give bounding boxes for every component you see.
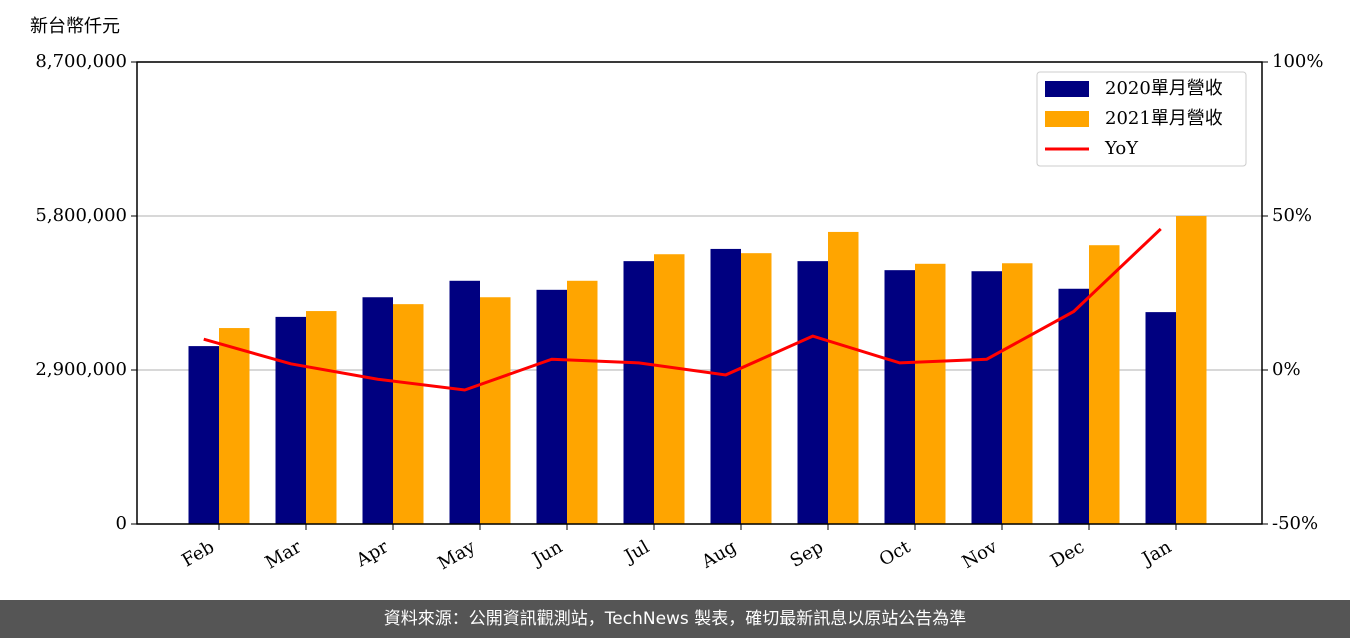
x-tick-label: Apr bbox=[352, 536, 392, 571]
bar bbox=[654, 254, 685, 524]
bar bbox=[1089, 245, 1120, 524]
chart: 新台幣仟元 0 2,900,000 5,800,000 8,700,000 -50% 0%… bbox=[30, 16, 1323, 574]
x-tick-label: Mar bbox=[262, 536, 306, 573]
line bbox=[203, 227, 1162, 392]
legend-label: 2021單月營收 bbox=[1105, 108, 1223, 129]
footer: 資料來源：公開資訊觀測站，TechNews 製表，確切最新訊息以原站公告為準 bbox=[0, 600, 1350, 638]
x-tick-label: May bbox=[434, 536, 479, 574]
bar bbox=[567, 280, 598, 524]
bar bbox=[915, 263, 946, 524]
y2-tick-label: 100% bbox=[1272, 51, 1323, 72]
x-tick-label: Aug bbox=[697, 536, 740, 573]
bar bbox=[971, 271, 1002, 524]
bar bbox=[393, 304, 424, 524]
plot-frame bbox=[136, 61, 1263, 525]
bar bbox=[1058, 288, 1089, 524]
bar bbox=[362, 297, 393, 524]
bar bbox=[623, 261, 654, 524]
y2-tick-label: -50% bbox=[1272, 513, 1318, 534]
legend-swatch bbox=[1045, 111, 1089, 127]
bar bbox=[797, 261, 828, 524]
legend-label: 2020單月營收 bbox=[1105, 78, 1223, 99]
x-tick-label: Jul bbox=[619, 536, 653, 568]
bar bbox=[275, 316, 306, 524]
bar bbox=[741, 253, 772, 524]
y-tick-label: 5,800,000 bbox=[35, 205, 127, 226]
x-tick-label: Sep bbox=[787, 536, 827, 571]
y-axis-label: 新台幣仟元 bbox=[30, 16, 120, 37]
legend-swatch bbox=[1045, 81, 1089, 97]
bar bbox=[480, 297, 511, 524]
y2-tick-label: 0% bbox=[1272, 359, 1301, 380]
x-tick-label: Dec bbox=[1047, 536, 1088, 572]
bar bbox=[710, 248, 741, 524]
x-tick-label: Jun bbox=[527, 536, 566, 571]
bar bbox=[449, 280, 480, 524]
bar bbox=[536, 289, 567, 524]
bar bbox=[1176, 216, 1207, 524]
legend-label: YoY bbox=[1104, 138, 1139, 159]
y-tick-label: 0 bbox=[116, 513, 127, 534]
bar bbox=[219, 328, 250, 524]
x-tick-label: Feb bbox=[178, 536, 218, 571]
bar bbox=[1145, 312, 1176, 524]
y-tick-label: 8,700,000 bbox=[35, 51, 127, 72]
bar bbox=[1002, 263, 1033, 524]
legend-box bbox=[1036, 71, 1247, 167]
bar bbox=[884, 270, 915, 524]
y2-tick-label: 50% bbox=[1272, 205, 1312, 226]
bar bbox=[188, 346, 219, 524]
x-tick-label: Oct bbox=[876, 536, 915, 571]
x-tick-label: Jan bbox=[1137, 536, 1175, 570]
bar bbox=[306, 311, 337, 524]
bar bbox=[828, 231, 859, 524]
x-tick-label: Nov bbox=[959, 536, 1002, 573]
y-tick-label: 2,900,000 bbox=[35, 359, 127, 380]
